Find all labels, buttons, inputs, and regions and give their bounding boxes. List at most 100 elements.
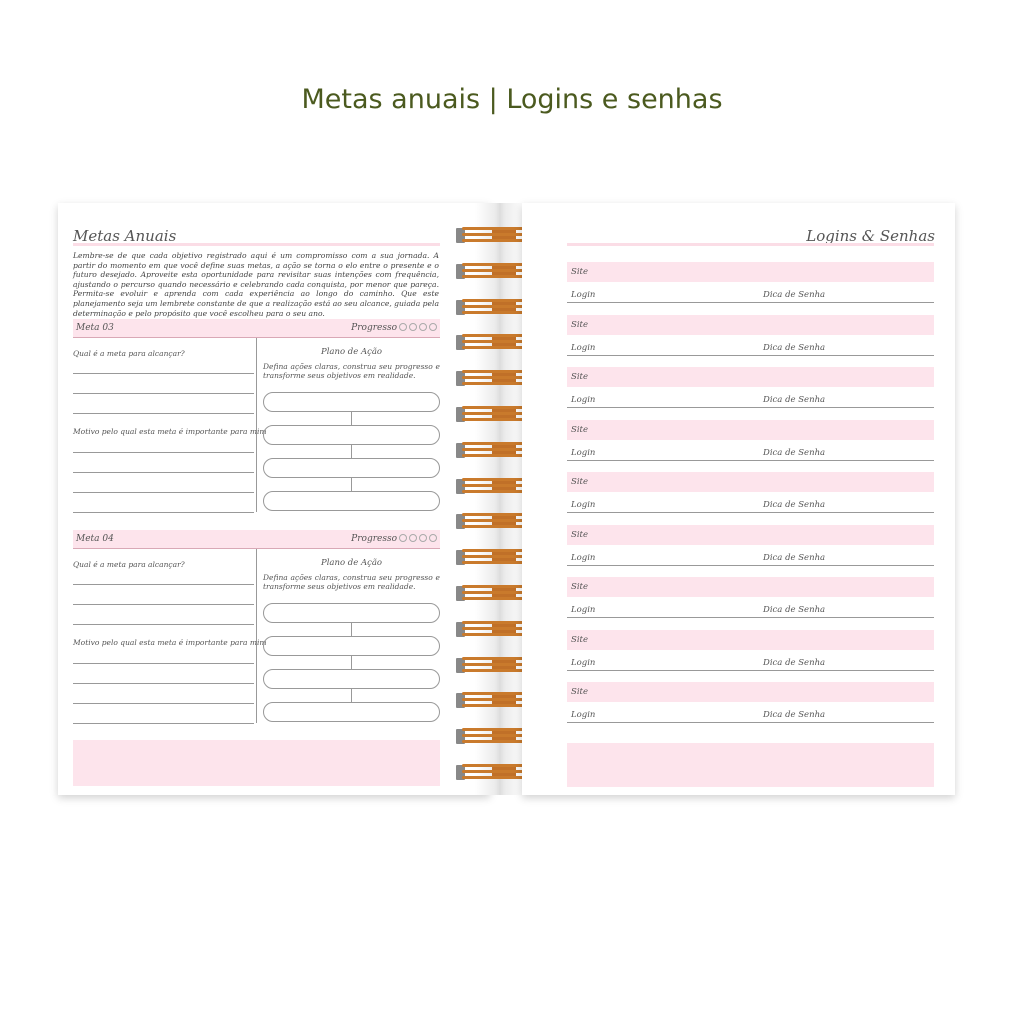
plan-title: Plano de Ação [320, 558, 383, 568]
login-label: Login [571, 395, 596, 405]
ring-wire [462, 561, 546, 565]
writing-line[interactable] [73, 604, 254, 605]
ring-tab [492, 343, 516, 347]
writing-line[interactable] [73, 683, 254, 684]
login-entry: Site Login Dica de Senha [567, 577, 934, 619]
login-label: Login [571, 657, 596, 668]
progress-circle[interactable] [429, 534, 437, 542]
ring-wire [462, 346, 546, 350]
ring-tab [492, 450, 516, 454]
login-label: Login [571, 552, 596, 563]
site-field[interactable]: Site [567, 262, 934, 282]
ring-wire [462, 776, 546, 779]
writing-line[interactable] [73, 472, 254, 473]
ring-wire [462, 764, 546, 767]
ring-cap [456, 621, 465, 637]
ring-wire [462, 447, 546, 451]
progress-circle[interactable] [409, 534, 417, 542]
site-field[interactable]: Site [567, 314, 934, 335]
progress-circle[interactable] [419, 534, 427, 542]
ring-wire [462, 477, 546, 481]
writing-line[interactable] [73, 584, 254, 585]
writing-line[interactable] [73, 413, 254, 414]
writing-line[interactable] [73, 512, 254, 513]
writing-line[interactable] [567, 407, 934, 408]
ring-wire [462, 376, 546, 380]
site-field[interactable]: Site [567, 577, 934, 597]
ring-wire [462, 597, 546, 600]
password-hint-label: Dica de Senha [763, 290, 826, 300]
ring-wire [462, 340, 546, 344]
ring-wire [462, 704, 546, 708]
ring-cap [456, 335, 465, 351]
writing-line[interactable] [567, 722, 934, 723]
site-field[interactable]: Site [567, 472, 934, 492]
writing-line[interactable] [73, 373, 254, 374]
ring-cap [456, 442, 465, 458]
site-field[interactable]: Site [567, 524, 934, 545]
password-hint-label: Dica de Senha [763, 500, 826, 510]
ring-cap [456, 263, 465, 279]
progress-circle[interactable] [399, 323, 407, 331]
plan-description: Defina ações claras, construa seu progre… [263, 362, 440, 380]
writing-line[interactable] [567, 512, 934, 513]
action-field[interactable] [263, 603, 440, 636]
ring-tab [492, 629, 516, 633]
writing-line[interactable] [73, 723, 254, 724]
ring-tab [492, 558, 516, 562]
writing-line[interactable] [567, 354, 934, 356]
progress-circle[interactable] [399, 534, 407, 542]
ring-tab [492, 307, 516, 311]
site-field[interactable]: Site [567, 367, 934, 387]
site-field[interactable]: Site [567, 629, 934, 650]
ring-tab [492, 271, 516, 275]
writing-line[interactable] [73, 663, 254, 664]
ring-cap [456, 478, 465, 494]
progress-circle[interactable] [409, 323, 417, 331]
notes-box[interactable] [567, 743, 934, 787]
progress-label: Progresso [351, 323, 397, 333]
action-field[interactable] [263, 702, 440, 722]
site-field[interactable]: Site [567, 682, 934, 702]
action-field[interactable] [263, 669, 440, 702]
ring-tab [492, 623, 516, 627]
writing-line[interactable] [567, 617, 934, 618]
login-label: Login [571, 447, 596, 458]
ring-wire [462, 239, 546, 242]
ring-wire [462, 483, 546, 487]
ring-wire [462, 698, 546, 702]
site-field[interactable]: Site [567, 419, 934, 440]
ring-wire [462, 334, 546, 338]
ring-tab [492, 659, 516, 663]
progress-circle[interactable] [429, 323, 437, 331]
writing-line[interactable] [73, 624, 254, 625]
goal-section: Meta 03 Progresso Qual é a meta para alc… [73, 319, 440, 513]
writing-line[interactable] [567, 669, 934, 671]
ring-wire [462, 740, 546, 744]
writing-line[interactable] [73, 703, 254, 704]
writing-line[interactable] [73, 492, 254, 493]
ring-wire [462, 304, 546, 308]
plan-title: Plano de Ação [320, 347, 383, 357]
action-field[interactable] [263, 636, 440, 669]
writing-line[interactable] [567, 459, 934, 461]
progress-circle[interactable] [419, 323, 427, 331]
writing-line[interactable] [567, 302, 934, 303]
ring-cap [456, 765, 465, 780]
ring-tab [492, 767, 516, 770]
login-label: Login [571, 710, 596, 720]
notes-box[interactable] [73, 740, 440, 786]
action-field[interactable] [263, 392, 440, 425]
ring-wire [462, 418, 546, 421]
writing-line[interactable] [73, 452, 254, 453]
action-field[interactable] [263, 491, 440, 511]
ring-tab [492, 695, 516, 699]
writing-line[interactable] [567, 564, 934, 566]
action-field[interactable] [263, 458, 440, 491]
action-field[interactable] [263, 425, 440, 458]
ring-wire [462, 519, 546, 523]
ring-wire [462, 513, 546, 517]
writing-line[interactable] [73, 393, 254, 394]
ring-tab [492, 444, 516, 448]
ring-cap [456, 550, 465, 566]
